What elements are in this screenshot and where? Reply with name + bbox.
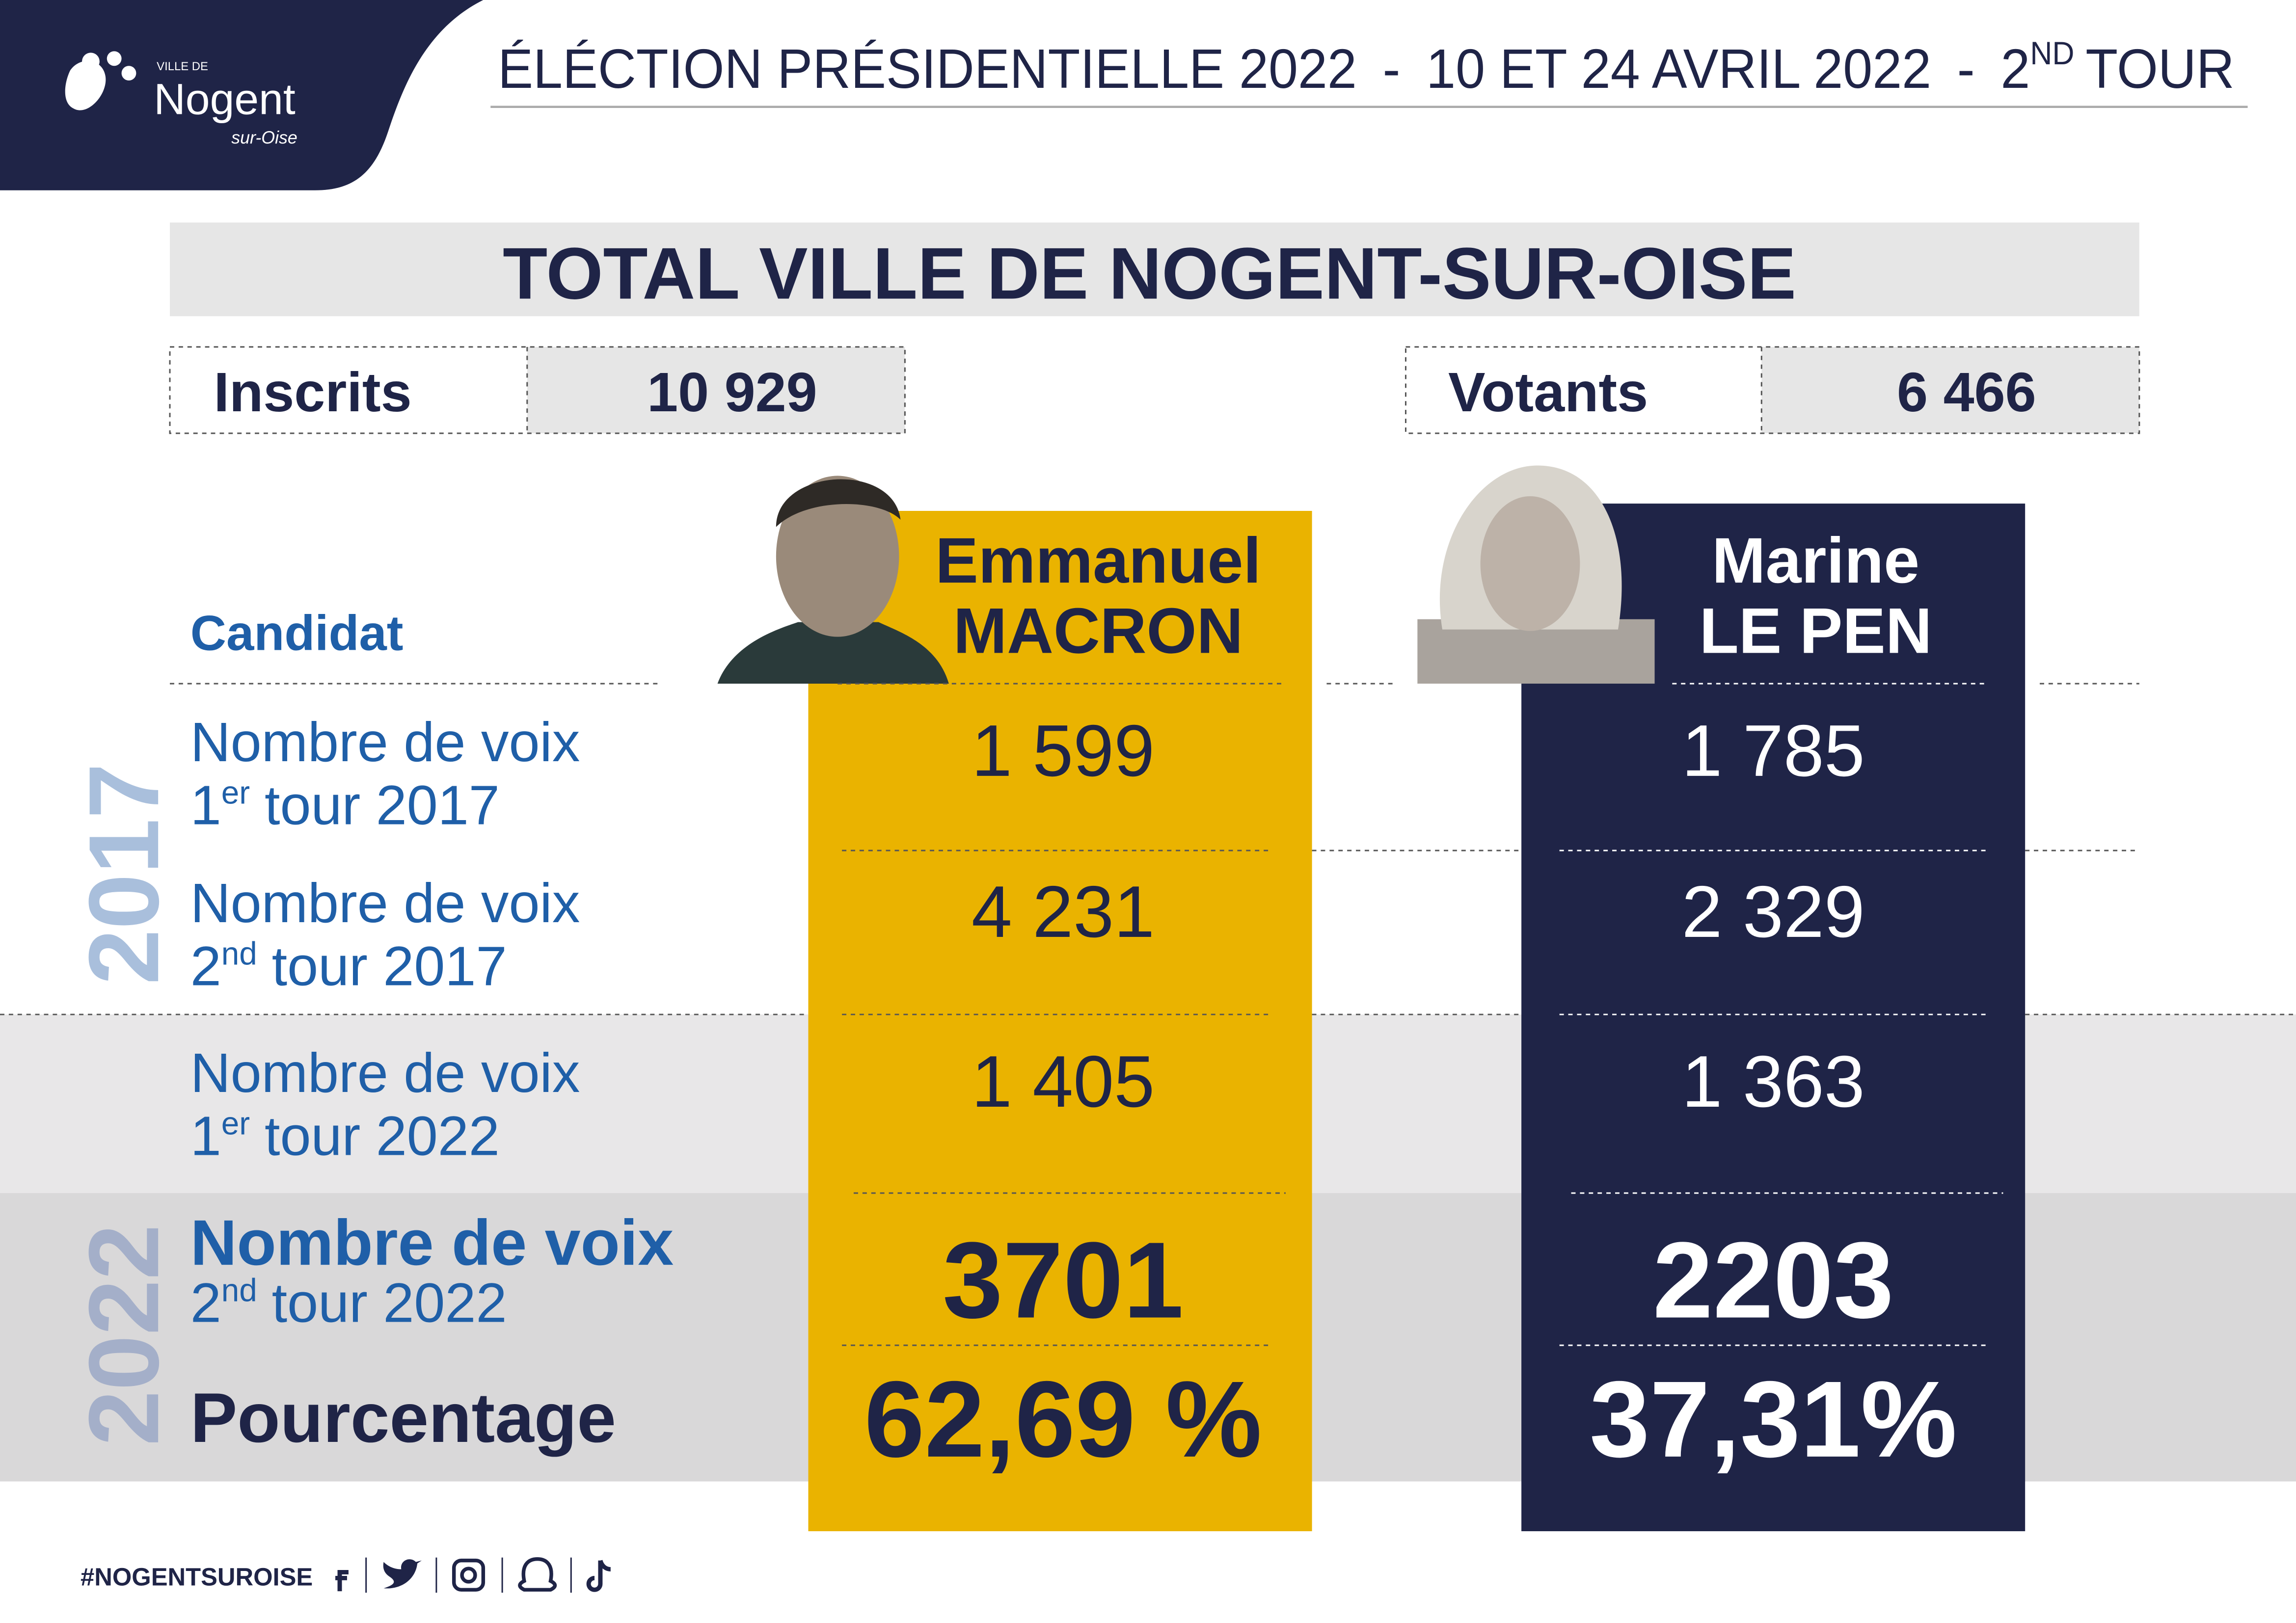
candidate-first-name: Marine — [1712, 524, 1919, 596]
cell-background — [1761, 346, 2139, 433]
votants-box — [1405, 346, 2140, 434]
vote-value: 1 405 — [972, 1040, 1155, 1122]
row-label: Nombre de voix — [190, 711, 580, 773]
header-round-word: TOUR — [2085, 38, 2235, 100]
ordinal-sup: er — [221, 775, 250, 811]
vote-value: 3701 — [943, 1219, 1184, 1340]
ordinal: 2 — [190, 935, 221, 997]
title-band — [170, 222, 2139, 317]
macron-portrait — [717, 476, 949, 684]
main-title: TOTAL VILLE DE NOGENT-SUR-OISE — [503, 232, 1796, 314]
candidate-header: Candidat — [190, 605, 404, 661]
vote-value: 4 231 — [972, 871, 1155, 953]
ordinal: 1 — [190, 774, 221, 836]
ordinal: 2 — [190, 1272, 221, 1334]
social-icons — [335, 1557, 611, 1593]
footer-hashtag: #NOGENTSUROISE — [81, 1563, 313, 1591]
row-label: Nombre de voix — [190, 872, 580, 934]
lepen-portrait — [1417, 465, 1655, 684]
row-sublabel: 2nd tour 2022 — [190, 1272, 507, 1334]
header-separator: - — [1957, 38, 1975, 100]
year-label: 2022 — [68, 1224, 179, 1446]
header-dates: 10 ET 24 AVRIL 2022 — [1426, 38, 1931, 100]
inscrits-box — [169, 346, 906, 434]
candidate-last-name: LE PEN — [1700, 594, 1932, 666]
cell-background — [527, 346, 905, 433]
vote-value: 1 785 — [1682, 710, 1865, 792]
votants-value: 6 466 — [1897, 361, 2036, 424]
candidate-first-name: Emmanuel — [935, 524, 1261, 596]
ordinal: 1 — [190, 1105, 221, 1167]
logo-name: Nogent — [154, 75, 296, 124]
ordinal-sup: nd — [221, 1273, 257, 1308]
row-sublabel: 2nd tour 2017 — [190, 935, 507, 997]
round: tour 2017 — [265, 774, 500, 836]
vote-value: 2 329 — [1682, 871, 1865, 953]
round: tour 2022 — [272, 1272, 507, 1334]
row-sublabel: 1er tour 2022 — [190, 1105, 500, 1167]
logo-background — [0, 0, 484, 190]
round: tour 2017 — [272, 935, 507, 997]
header-separator: - — [1383, 38, 1401, 100]
logo-sub: sur-Oise — [231, 128, 297, 147]
row-sublabel: 1er tour 2017 — [190, 774, 500, 836]
logo-small: VILLE DE — [157, 60, 208, 73]
vote-value: 62,69 % — [864, 1358, 1262, 1480]
row-label: Nombre de voix — [190, 1042, 580, 1104]
header-round: 2 — [2000, 38, 2030, 100]
row-label: Pourcentage — [190, 1379, 616, 1457]
values: 1 599 4 231 1 405 3701 62,69 % 1 785 2 329 1 36… — [864, 710, 1957, 1480]
header-title: ÉLÉCTION PRÉSIDENTIELLE 2022 - 10 ET 24 … — [498, 35, 2235, 100]
ordinal-sup: nd — [221, 936, 257, 972]
header-round-sup: ND — [2030, 35, 2074, 71]
candidate-last-name: MACRON — [953, 594, 1243, 666]
votants-label: Votants — [1448, 361, 1648, 424]
year-label: 2017 — [68, 763, 179, 984]
vote-value: 37,31% — [1590, 1358, 1957, 1480]
inscrits-value: 10 929 — [647, 361, 817, 424]
vote-value: 1 363 — [1682, 1040, 1865, 1122]
round: tour 2022 — [265, 1105, 500, 1167]
vote-value: 1 599 — [972, 710, 1155, 792]
row-label: Nombre de voix — [190, 1206, 674, 1278]
inscrits-label: Inscrits — [214, 361, 411, 424]
ordinal-sup: er — [221, 1106, 250, 1142]
logo: VILLE DE Nogent sur-Oise — [65, 51, 297, 147]
header-part: ÉLÉCTION PRÉSIDENTIELLE 2022 — [498, 38, 1357, 100]
vote-value: 2203 — [1653, 1219, 1894, 1340]
row-separators — [0, 683, 2296, 1346]
